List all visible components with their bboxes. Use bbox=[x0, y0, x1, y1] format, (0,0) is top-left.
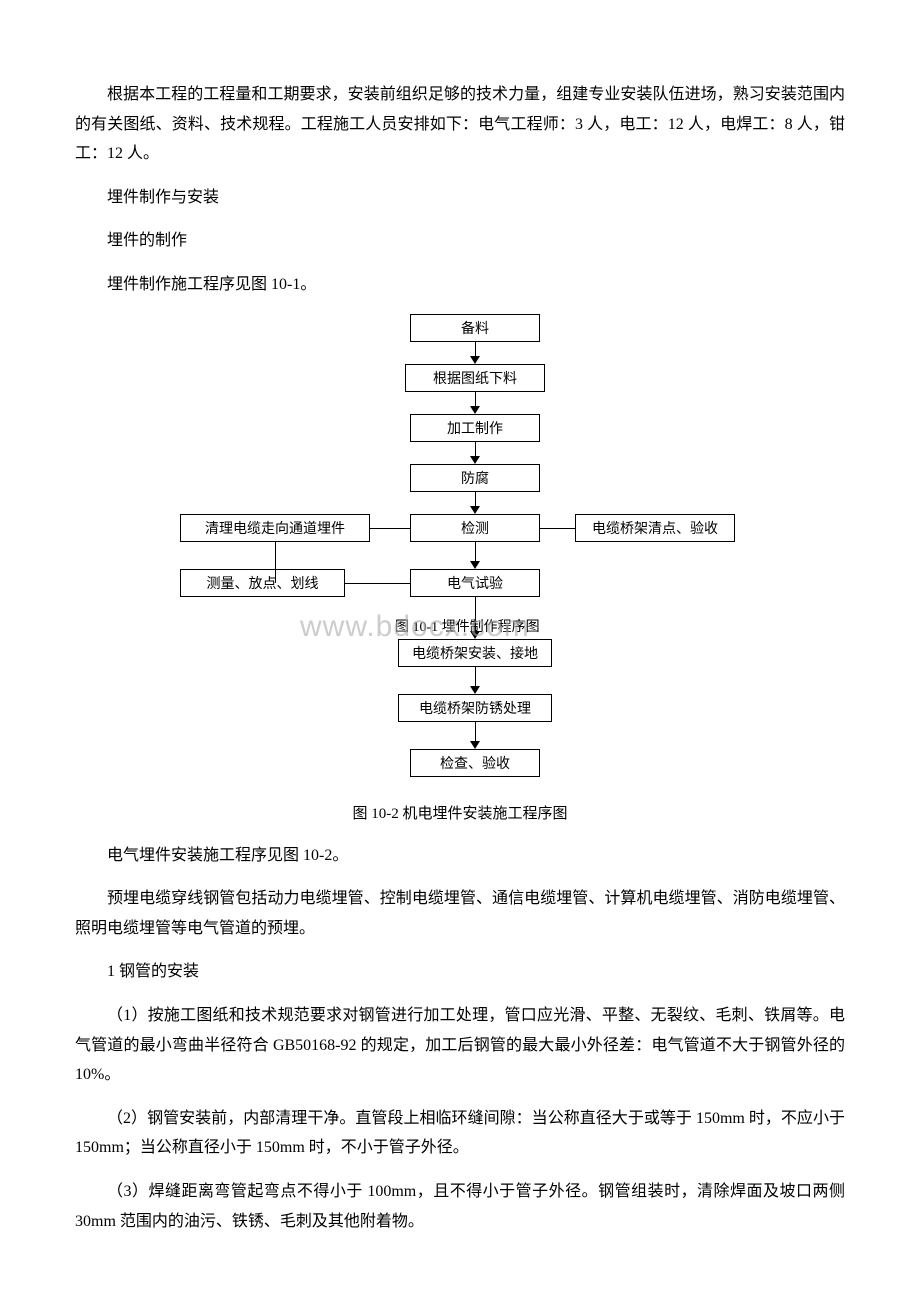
flowchart-arrowhead bbox=[470, 356, 480, 364]
flowchart-arrowhead bbox=[470, 686, 480, 694]
flowchart-arrowhead bbox=[470, 506, 480, 514]
flowchart-connector bbox=[540, 528, 575, 529]
para-intro: 根据本工程的工程量和工期要求，安装前组织足够的技术力量，组建专业安装队伍进场，熟… bbox=[75, 80, 845, 169]
flowchart-node: 防腐 bbox=[410, 464, 540, 492]
flowchart-node: 检测 bbox=[410, 514, 540, 542]
flowchart-node: 根据图纸下料 bbox=[405, 364, 545, 392]
flowchart-arrowhead bbox=[470, 456, 480, 464]
para-fig101-ref: 埋件制作施工程序见图 10-1。 bbox=[75, 270, 845, 300]
flowchart-node: 备料 bbox=[410, 314, 540, 342]
flowchart-node: 电缆桥架防锈处理 bbox=[398, 694, 552, 722]
flowchart-arrowhead bbox=[470, 561, 480, 569]
figure-caption-10-1: 图 10-1 埋件制作程序图 bbox=[395, 616, 540, 636]
flowchart-arrowhead bbox=[470, 741, 480, 749]
heading-1: 埋件制作与安装 bbox=[75, 183, 845, 213]
para-fig102-ref: 电气埋件安装施工程序见图 10-2。 bbox=[75, 841, 845, 871]
heading-2: 埋件的制作 bbox=[75, 226, 845, 256]
flowchart-connector bbox=[475, 542, 476, 563]
flowchart-connector bbox=[475, 667, 476, 688]
flowchart-arrowhead bbox=[470, 406, 480, 414]
flowchart-node: 电缆桥架安装、接地 bbox=[398, 639, 552, 667]
flowchart-node: 检查、验收 bbox=[410, 749, 540, 777]
flowchart-node: 电缆桥架清点、验收 bbox=[575, 514, 735, 542]
flowchart-connector bbox=[475, 722, 476, 743]
flowchart-node: 清理电缆走向通道埋件 bbox=[180, 514, 370, 542]
figure-caption-10-2: 图 10-2 机电埋件安装施工程序图 bbox=[75, 802, 845, 823]
flowchart-node: 加工制作 bbox=[410, 414, 540, 442]
flowchart-connector bbox=[345, 583, 410, 584]
flowchart-10-1: 备料根据图纸下料加工制作防腐检测 清理电缆走向通道埋件 电缆桥架清点、验收电气试验 测… bbox=[180, 314, 740, 794]
para-item-1: （1）按施工图纸和技术规范要求对钢管进行加工处理，管口应光滑、平整、无裂纹、毛刺… bbox=[75, 1001, 845, 1090]
heading-pipe-install: 1 钢管的安装 bbox=[75, 957, 845, 987]
flowchart-connector bbox=[275, 542, 276, 583]
flowchart-connector bbox=[370, 528, 410, 529]
para-cable-types: 预埋电缆穿线钢管包括动力电缆埋管、控制电缆埋管、通信电缆埋管、计算机电缆埋管、消… bbox=[75, 884, 845, 943]
flowchart-node: 测量、放点、划线 bbox=[180, 569, 345, 597]
para-item-2: （2）钢管安装前，内部清理干净。直管段上相临环缝间隙：当公称直径大于或等于 15… bbox=[75, 1104, 845, 1163]
para-item-3: （3）焊缝距离弯管起弯点不得小于 100mm，且不得小于管子外径。钢管组装时，清… bbox=[75, 1177, 845, 1236]
flowchart-node: 电气试验 bbox=[410, 569, 540, 597]
